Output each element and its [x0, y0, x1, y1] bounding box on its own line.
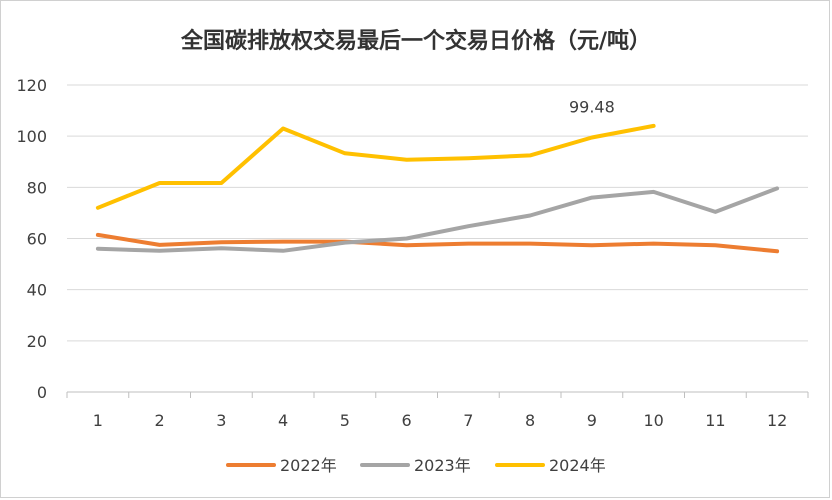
x-tick-label: 2 — [155, 411, 165, 430]
gridlines — [67, 84, 808, 342]
legend: 2022年 2023年 2024年 — [226, 456, 606, 475]
x-tick-label: 1 — [93, 411, 103, 430]
y-tick-label: 60 — [27, 230, 47, 249]
series-lines — [95, 123, 780, 254]
y-tick-label: 80 — [27, 178, 47, 197]
y-tick-label: 40 — [27, 281, 47, 300]
y-tick-label: 100 — [16, 127, 47, 146]
x-tick-label: 6 — [402, 411, 412, 430]
y-tick-label: 20 — [27, 332, 47, 351]
x-tick-label: 5 — [340, 411, 350, 430]
x-tick-label: 10 — [643, 411, 663, 430]
legend-label-2: 2024年 — [549, 456, 606, 475]
x-tick-label: 3 — [216, 411, 226, 430]
series-line-1 — [95, 186, 780, 253]
x-tick-label: 11 — [705, 411, 725, 430]
x-tick-label: 12 — [767, 411, 787, 430]
y-tick-label: 0 — [37, 383, 47, 402]
series-line-2 — [95, 123, 656, 210]
chart-title: 全国碳排放权交易最后一个交易日价格（元/吨） — [180, 28, 651, 54]
legend-label-1: 2023年 — [414, 456, 471, 475]
x-tick-label: 9 — [587, 411, 597, 430]
legend-label-0: 2022年 — [280, 456, 337, 475]
x-tick-label: 4 — [278, 411, 288, 430]
x-tick-label: 7 — [463, 411, 473, 430]
annotations: 99.48 — [569, 97, 615, 116]
series-line-0 — [95, 232, 780, 254]
x-axis: 1 2 3 4 5 6 7 8 9 10 11 12 — [66, 391, 809, 430]
y-tick-label: 120 — [16, 76, 47, 95]
y-axis: 0 20 40 60 80 100 120 — [16, 76, 47, 402]
x-tick-label: 8 — [525, 411, 535, 430]
data-label: 99.48 — [569, 97, 615, 116]
